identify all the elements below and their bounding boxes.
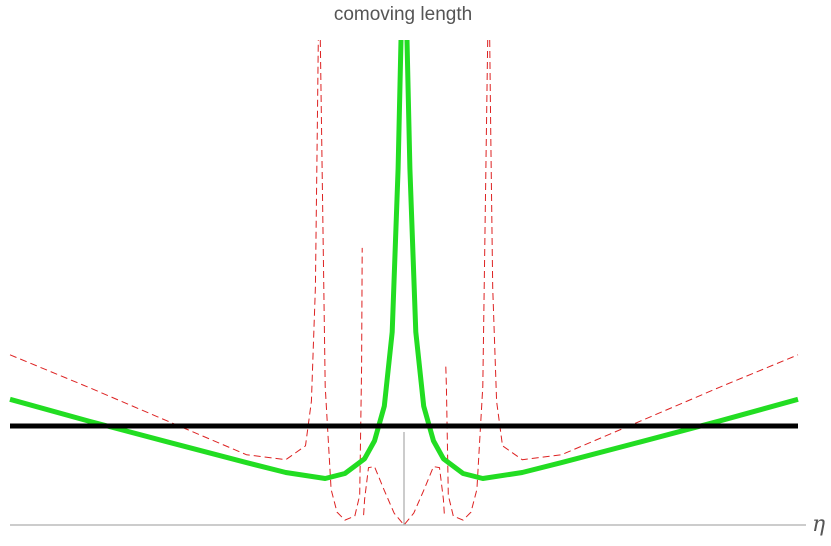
axes: [10, 432, 806, 526]
series-2-segment-3: [445, 39, 489, 521]
x-axis-label: η: [812, 512, 826, 537]
series-layer: [9, 39, 799, 526]
series-2-segment-2: [363, 466, 445, 526]
y-axis-label: comoving length: [333, 4, 473, 25]
series-2-segment-0: [9, 39, 319, 461]
series-2-segment-1: [319, 39, 363, 521]
series-2-segment-4: [489, 39, 799, 461]
series-1-segment-0: [9, 39, 404, 481]
series-1-segment-1: [404, 39, 799, 481]
